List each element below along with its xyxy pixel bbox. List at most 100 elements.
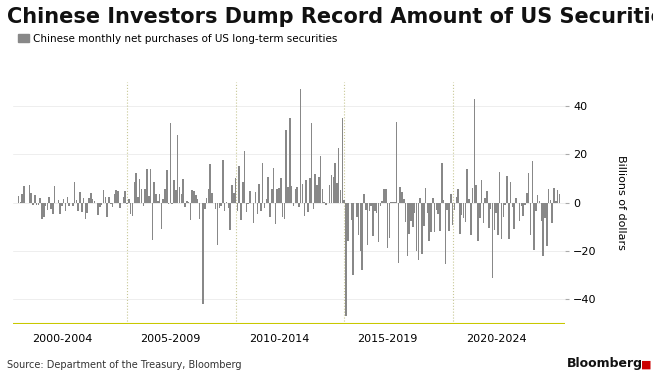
Bar [387,203,389,248]
Bar [123,197,124,203]
Bar [280,178,281,203]
Bar [61,203,63,206]
Bar [153,182,155,203]
Bar [439,203,441,231]
Bar [508,203,509,239]
Bar [54,186,56,203]
Bar [291,186,293,203]
Bar [396,122,398,203]
Bar [544,203,546,218]
Bar [163,199,164,203]
Bar [157,201,159,203]
Bar [65,203,67,211]
Bar [52,203,54,214]
Bar [496,203,497,213]
Bar [101,203,103,205]
Bar [385,189,387,203]
Bar [137,197,138,203]
Bar [257,203,258,214]
Bar [133,182,135,203]
Bar [249,191,251,203]
Bar [31,193,32,203]
Bar [314,174,316,203]
Bar [332,177,334,203]
Bar [193,191,195,203]
Text: ■: ■ [641,360,652,370]
Bar [557,190,558,203]
Bar [224,203,225,211]
Bar [400,187,401,203]
Bar [159,194,161,203]
Bar [325,203,326,205]
Bar [262,163,264,203]
Bar [546,203,547,246]
Bar [345,203,347,316]
Bar [236,203,238,211]
Bar [23,186,25,203]
Bar [50,203,52,209]
Bar [231,186,232,203]
Bar [463,203,464,218]
Bar [116,190,117,203]
Bar [150,169,151,203]
Bar [226,202,227,203]
Bar [417,203,419,260]
Bar [438,203,439,214]
Bar [81,203,82,212]
Bar [416,203,417,251]
Bar [204,203,206,209]
Bar [191,190,193,203]
Bar [186,201,187,203]
Bar [233,193,234,203]
Bar [447,203,448,210]
Bar [457,189,459,203]
Bar [550,200,551,203]
Bar [46,203,48,210]
Bar [132,203,133,216]
Bar [389,203,390,237]
Bar [376,203,377,214]
Bar [78,203,79,211]
Bar [276,189,278,203]
Bar [488,203,490,228]
Bar [155,194,157,203]
Bar [381,201,383,203]
Bar [485,198,486,203]
Bar [473,99,475,203]
Bar [260,203,262,211]
Bar [173,180,175,203]
Bar [197,199,199,203]
Bar [334,163,336,203]
Bar [18,196,19,203]
Bar [170,123,171,203]
Bar [144,189,146,203]
Bar [543,203,544,256]
Bar [275,203,276,224]
Bar [48,197,50,203]
Bar [555,201,556,203]
Bar [450,194,452,203]
Bar [119,203,121,208]
Bar [206,198,208,203]
Bar [436,203,437,209]
Bar [43,203,44,217]
Bar [481,180,483,203]
Bar [45,203,46,206]
Bar [34,195,35,203]
Bar [449,203,450,231]
Bar [461,203,462,215]
Bar [528,173,530,203]
Bar [135,173,137,203]
Bar [20,202,21,203]
Bar [490,203,492,209]
Bar [407,203,408,256]
Bar [522,203,524,216]
Bar [222,160,224,203]
Bar [506,176,508,203]
Bar [323,202,325,203]
Bar [343,200,345,203]
Bar [29,185,30,203]
Bar [287,187,289,203]
Bar [398,203,399,263]
Bar [146,170,148,203]
